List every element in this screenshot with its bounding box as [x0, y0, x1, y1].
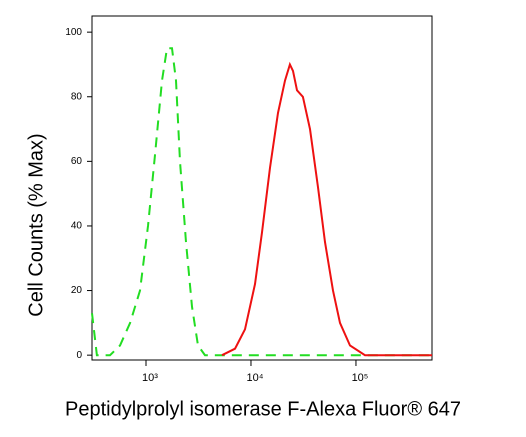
- y-tick-label: 60: [71, 156, 83, 167]
- y-tick-label: 100: [65, 27, 82, 38]
- y-tick-label: 20: [71, 285, 83, 296]
- y-tick-label: 80: [71, 91, 83, 102]
- plot-frame: [91, 15, 433, 361]
- y-tick-label: 0: [76, 350, 82, 361]
- series-line: [221, 61, 432, 357]
- y-axis-label: Cell Counts (% Max): [25, 133, 47, 316]
- series-line: [91, 47, 432, 357]
- x-tick-label: 10³: [142, 372, 158, 384]
- x-axis-label: Peptidylprolyl isomerase F-Alexa Fluor® …: [65, 398, 461, 420]
- x-tick-label: 10⁴: [246, 372, 263, 384]
- y-tick-label: 40: [71, 221, 83, 232]
- x-tick-label: 10⁵: [352, 372, 369, 384]
